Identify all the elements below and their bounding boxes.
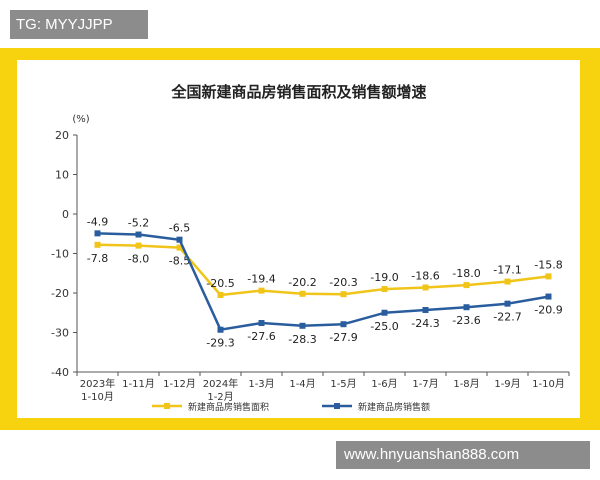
x-tick-label: 1-4月 — [289, 378, 315, 390]
legend-label: 新建商品房销售额 — [358, 401, 430, 413]
y-axis-unit: (%) — [72, 114, 89, 125]
data-label: -23.6 — [452, 314, 480, 327]
data-label: -20.5 — [206, 277, 234, 290]
x-tick-label: 1-7月 — [412, 378, 438, 390]
x-tick-label: 1-11月 — [122, 378, 155, 390]
y-tick-label: -30 — [51, 327, 69, 340]
x-tick-label: 2024年 1-2月 — [203, 377, 238, 403]
data-point — [135, 231, 142, 238]
x-tick-label: 1-5月 — [330, 378, 356, 390]
chart-legend: 新建商品房销售面积 新建商品房销售额 — [152, 401, 430, 413]
data-point — [217, 291, 224, 298]
data-point — [504, 300, 511, 307]
legend-label: 新建商品房销售面积 — [188, 401, 269, 413]
data-point — [258, 320, 265, 327]
data-label: -18.0 — [452, 267, 480, 280]
data-label: -5.2 — [128, 217, 149, 230]
data-point — [258, 287, 265, 294]
data-point — [545, 293, 552, 300]
legend-marker — [164, 403, 170, 409]
y-tick-label: 10 — [55, 169, 69, 182]
x-tick-label: 1-6月 — [371, 378, 397, 390]
data-label: -27.6 — [247, 330, 275, 343]
data-label: -20.9 — [534, 304, 562, 317]
data-label: -20.2 — [288, 276, 316, 289]
data-point — [463, 304, 470, 311]
data-label: -6.5 — [169, 222, 190, 235]
data-label: -7.8 — [87, 252, 108, 265]
y-tick-label: 0 — [62, 208, 69, 221]
chart-axes: 20 10 0 -10 -20 -30 -40 2023年 1-10月 1-11月 1-12月 202… — [51, 129, 570, 403]
data-point — [340, 321, 347, 328]
data-label: -17.1 — [493, 264, 521, 277]
data-label: -4.9 — [87, 215, 108, 228]
data-label: -29.3 — [206, 337, 234, 350]
data-point — [381, 309, 388, 316]
data-label: -24.3 — [411, 317, 439, 330]
data-label: -8.0 — [128, 253, 149, 266]
data-point — [135, 242, 142, 249]
data-point — [94, 241, 101, 248]
x-tick-label: 1-12月 — [163, 378, 196, 390]
chart-marks: -7.8 -8.0 -8.5 -20.5 -19.4 -20.2 -20.3 -19.0 -18… — [87, 215, 563, 349]
data-label: -25.0 — [370, 320, 398, 333]
data-point — [545, 273, 552, 280]
data-point — [422, 284, 429, 291]
data-point — [94, 230, 101, 237]
data-point — [217, 326, 224, 333]
data-point — [340, 291, 347, 298]
x-tick-label: 1-3月 — [248, 378, 274, 390]
x-tick-label: 2023年 1-10月 — [80, 377, 115, 403]
data-label: -19.0 — [370, 271, 398, 284]
data-point — [504, 278, 511, 285]
data-label: -19.4 — [247, 273, 275, 286]
chart-frame: 全国新建商品房销售面积及销售额增速 (%) 20 10 0 -10 -20 -30 -40 2… — [0, 48, 600, 430]
y-tick-label: -20 — [51, 287, 69, 300]
chart-title: 全国新建商品房销售面积及销售额增速 — [170, 83, 426, 101]
data-point — [176, 236, 183, 243]
site-watermark: www.hnyuanshan888.com — [336, 441, 590, 469]
y-tick-label: -40 — [51, 366, 69, 379]
data-point — [463, 282, 470, 289]
tg-tag: TG: MYYJJPP — [10, 10, 148, 39]
line-chart: 全国新建商品房销售面积及销售额增速 (%) 20100-10-20-30-402… — [51, 83, 570, 413]
data-point — [299, 290, 306, 297]
data-label: -18.6 — [411, 269, 439, 282]
data-label: -8.5 — [169, 255, 190, 268]
data-label: -22.7 — [493, 311, 521, 324]
data-label: -27.9 — [329, 331, 357, 344]
data-point — [422, 306, 429, 313]
chart-card: 全国新建商品房销售面积及销售额增速 (%) 20 10 0 -10 -20 -30 -40 2… — [17, 60, 580, 418]
data-point — [381, 286, 388, 293]
series-line-1 — [97, 243, 549, 297]
data-point — [299, 322, 306, 329]
y-tick-label: 20 — [55, 129, 69, 142]
series-line-2 — [97, 232, 549, 331]
x-tick-label: 1-8月 — [453, 378, 479, 390]
data-label: -15.8 — [534, 258, 562, 271]
x-tick-label: 1-10月 — [532, 378, 565, 390]
data-label: -20.3 — [329, 276, 357, 289]
legend-marker — [334, 403, 340, 409]
x-tick-label: 1-9月 — [494, 378, 520, 390]
y-tick-label: -10 — [51, 248, 69, 261]
data-point — [176, 244, 183, 251]
data-label: -28.3 — [288, 333, 316, 346]
